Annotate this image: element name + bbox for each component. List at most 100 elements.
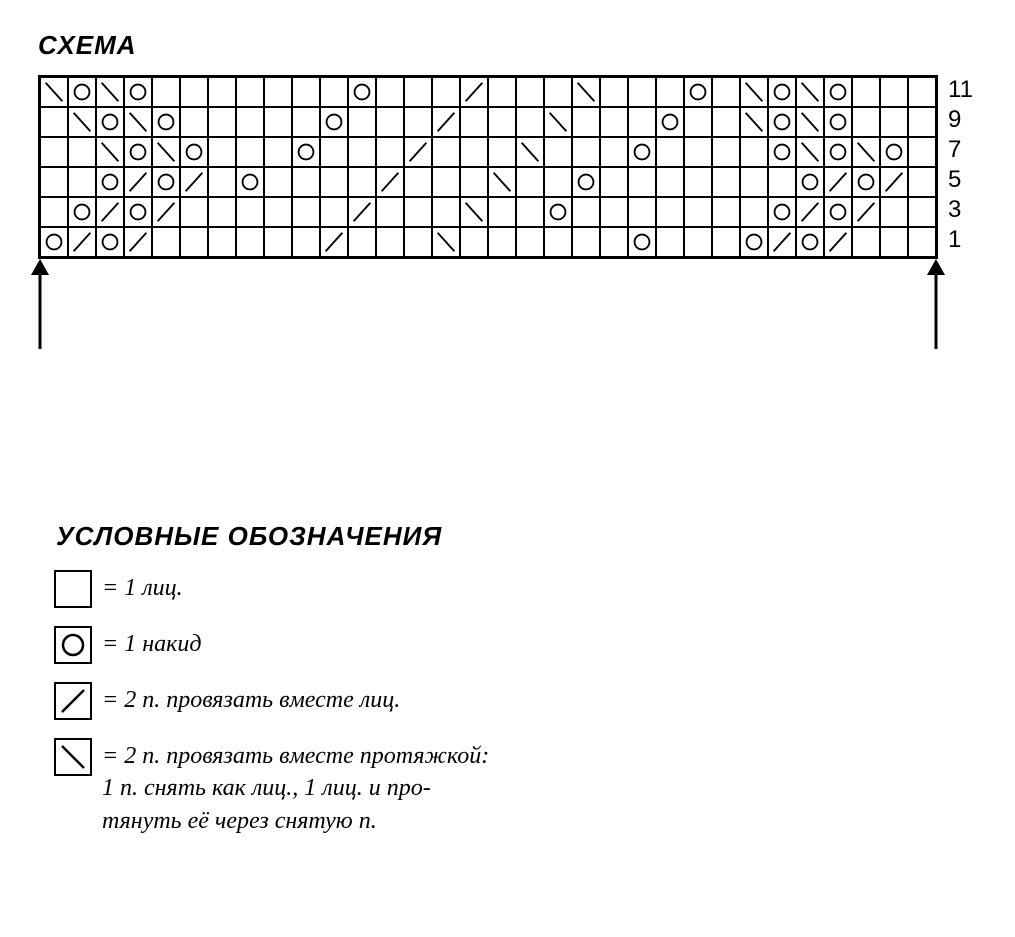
legend-section: УСЛОВНЫЕ ОБОЗНАЧЕНИЯ = 1 лиц.= 1 накид= …: [54, 521, 979, 837]
repeat-arrow-left: [29, 259, 51, 349]
chart-cell: [292, 227, 320, 257]
chart-cell: [348, 167, 376, 197]
chart-cell: [96, 197, 124, 227]
chart-cell: [460, 107, 488, 137]
chart-cell: [68, 167, 96, 197]
chart-cell: [292, 77, 320, 107]
chart-cell: [40, 107, 68, 137]
legend-title: УСЛОВНЫЕ ОБОЗНАЧЕНИЯ: [56, 521, 979, 552]
row-number-label: 11: [940, 75, 973, 105]
chart-cell: [572, 227, 600, 257]
chart-cell: [600, 107, 628, 137]
chart-row: [40, 167, 936, 197]
repeat-arrow-right: [925, 259, 947, 349]
chart-cell: [628, 77, 656, 107]
chart-cell: [516, 227, 544, 257]
chart-cell: [124, 77, 152, 107]
chart-cell: [796, 227, 824, 257]
chart-cell: [68, 227, 96, 257]
chart-cell: [124, 227, 152, 257]
chart-cell: [768, 227, 796, 257]
chart-cell: [656, 107, 684, 137]
chart-cell: [628, 137, 656, 167]
chart-cell: [68, 107, 96, 137]
chart-cell: [292, 137, 320, 167]
chart-row: [40, 197, 936, 227]
chart-cell: [908, 77, 936, 107]
chart-cell: [348, 77, 376, 107]
legend-text: = 2 п. провязать вместе протяжкой:1 п. с…: [102, 738, 489, 837]
chart-cell: [40, 167, 68, 197]
chart-cell: [180, 227, 208, 257]
chart-cell: [516, 107, 544, 137]
chart-cell: [488, 137, 516, 167]
chart-cell: [180, 197, 208, 227]
chart-cell: [432, 137, 460, 167]
chart-cell: [264, 197, 292, 227]
chart-cell: [768, 197, 796, 227]
legend-item: = 1 накид: [54, 626, 979, 664]
legend-symbol-box: [54, 682, 92, 720]
chart-cell: [852, 197, 880, 227]
chart-cell: [488, 197, 516, 227]
chart-cell: [656, 167, 684, 197]
chart-cell: [292, 167, 320, 197]
chart-cell: [376, 137, 404, 167]
chart-title: СХЕМА: [38, 30, 979, 61]
chart-cell: [628, 167, 656, 197]
chart-cell: [768, 167, 796, 197]
chart-cell: [124, 197, 152, 227]
row-number-label: 5: [940, 165, 973, 195]
chart-cell: [684, 77, 712, 107]
chart-cell: [824, 137, 852, 167]
row-number-label: 9: [940, 105, 973, 135]
chart-cell: [880, 197, 908, 227]
chart-cell: [516, 137, 544, 167]
chart-cell: [320, 107, 348, 137]
chart-cell: [768, 77, 796, 107]
chart-cell: [376, 107, 404, 137]
chart-cell: [796, 167, 824, 197]
chart-cell: [96, 107, 124, 137]
chart-cell: [572, 137, 600, 167]
chart-cell: [404, 107, 432, 137]
chart-cell: [68, 197, 96, 227]
chart-cell: [264, 167, 292, 197]
chart-cell: [124, 107, 152, 137]
chart-cell: [684, 227, 712, 257]
chart-cell: [908, 227, 936, 257]
chart-cell: [628, 227, 656, 257]
chart-cell: [824, 77, 852, 107]
chart-cell: [320, 137, 348, 167]
legend-item: = 2 п. провязать вместе протяжкой:1 п. с…: [54, 738, 979, 837]
chart-cell: [68, 137, 96, 167]
chart-cell: [376, 227, 404, 257]
chart-cell: [684, 107, 712, 137]
chart-cell: [768, 107, 796, 137]
chart-cell: [40, 227, 68, 257]
chart-cell: [236, 197, 264, 227]
chart-cell: [292, 107, 320, 137]
chart-cell: [740, 137, 768, 167]
chart-cell: [152, 197, 180, 227]
chart-row: [40, 77, 936, 107]
chart-cell: [824, 167, 852, 197]
chart-cell: [404, 197, 432, 227]
legend-text: = 1 накид: [102, 626, 201, 660]
chart-cell: [236, 167, 264, 197]
chart-cell: [292, 197, 320, 227]
chart-cell: [96, 77, 124, 107]
chart-cell: [236, 137, 264, 167]
chart-cell: [544, 227, 572, 257]
legend-symbol-box: [54, 626, 92, 664]
chart-cell: [544, 107, 572, 137]
chart-cell: [488, 77, 516, 107]
chart-row: [40, 107, 936, 137]
chart-cell: [628, 197, 656, 227]
chart-cell: [152, 167, 180, 197]
chart-cell: [656, 77, 684, 107]
chart-cell: [684, 137, 712, 167]
chart-cell: [460, 137, 488, 167]
chart-cell: [432, 167, 460, 197]
chart-cell: [376, 197, 404, 227]
